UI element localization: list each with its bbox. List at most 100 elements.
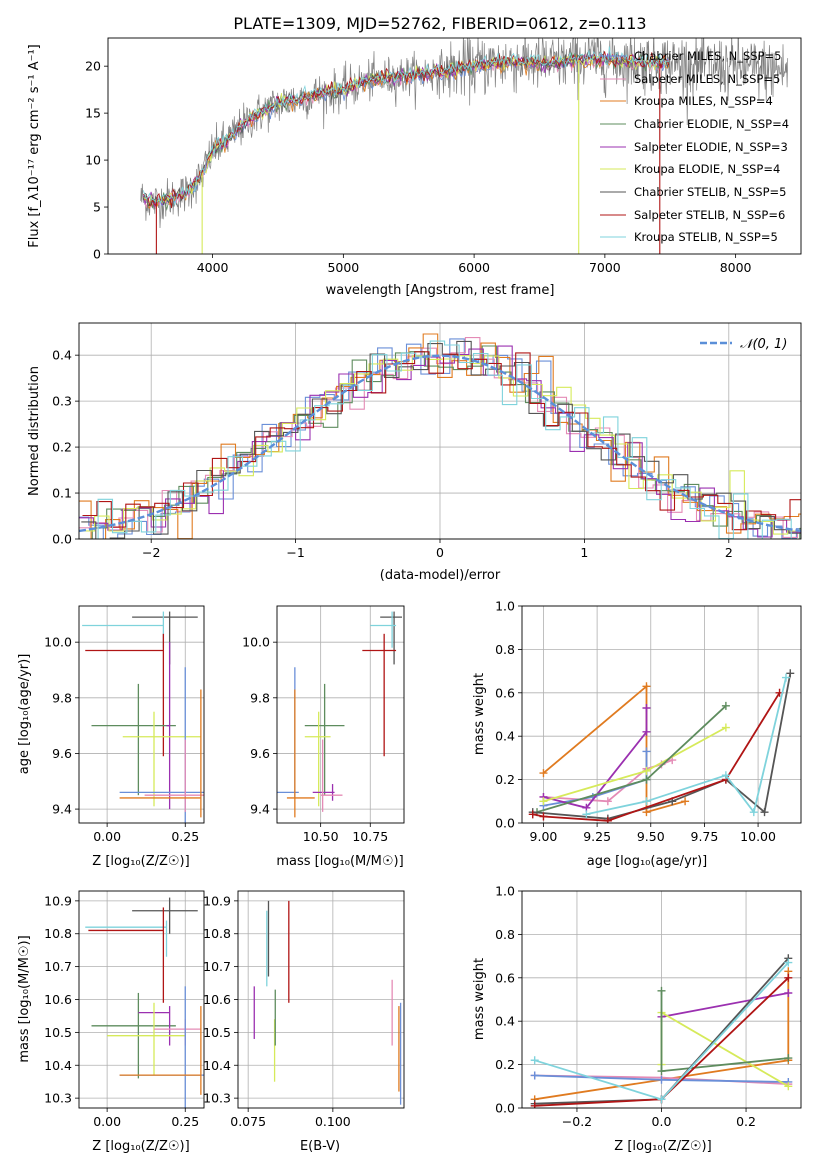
- error-point-chabrier-elodie: [304, 683, 345, 796]
- weight-marker-salpeter-elodie: [642, 703, 651, 712]
- age-vs-z-panel: 0.00 0.25 9.4 9.6 9.8 10.0 Z [log₁₀(Z/Z☉)] ag…: [17, 605, 205, 869]
- weight-marker-chabrier-elodie: [657, 1067, 666, 1076]
- x-tick-label: 0.075: [230, 1114, 266, 1129]
- histogram-series-chabrier-elodie: [79, 345, 801, 539]
- y-tick-label: 9.8: [52, 690, 72, 705]
- weight-marker-salpeter-elodie: [784, 988, 793, 997]
- age-vs-mass-plot-area: 10.50 10.75 9.4 9.6 9.8 10.0: [242, 605, 405, 844]
- error-point-kroupa-stelib: [370, 611, 397, 648]
- weight-marker-chabrier-miles: [530, 1071, 539, 1080]
- x-tick-label: 9.50: [637, 829, 665, 844]
- weight-vs-age-ylabel: mass weight: [472, 673, 487, 755]
- weight-marker-kroupa-elodie: [539, 797, 548, 806]
- histogram-series-kroupa-elodie: [80, 355, 801, 535]
- weight-line-kroupa-miles: [542, 684, 686, 814]
- y-tick-label: 15: [85, 106, 101, 121]
- mass-vs-ebv-xlabel: E(B-V): [300, 1139, 340, 1154]
- x-tick-label: 9.00: [530, 829, 558, 844]
- y-tick-label: 9.8: [250, 690, 270, 705]
- legend-label-chabrier-elodie: Chabrier ELODIE, N_SSP=4: [634, 117, 789, 131]
- axes-frame: [78, 322, 802, 540]
- weight-marker-kroupa-stelib: [530, 1056, 539, 1065]
- y-tick-label: 0.0: [495, 816, 515, 831]
- x-tick-label: −0.2: [562, 1114, 592, 1129]
- error-point-kroupa-miles: [119, 689, 202, 818]
- y-tick-label: 9.6: [250, 746, 270, 761]
- weight-marker-chabrier-elodie: [784, 1054, 793, 1063]
- residual-legend: 𝒩(0, 1): [700, 337, 787, 352]
- model-spectrum-chabrier-stelib: [142, 51, 670, 209]
- weight-marker-kroupa-stelib: [721, 771, 730, 780]
- weight-vs-z-plot-area: −0.2 0.0 0.2 0.0 0.2 0.4 0.6 0.8 1.0: [495, 884, 802, 1129]
- weight-line-chabrier-stelib: [532, 673, 792, 820]
- y-tick-label: 10.6: [44, 992, 72, 1007]
- histogram-series-kroupa-miles: [79, 333, 801, 539]
- y-tick-label: 5: [93, 200, 101, 215]
- axes-frame: [78, 605, 205, 824]
- histogram-series-chabrier-stelib: [81, 340, 801, 539]
- x-tick-label: 1: [580, 545, 588, 560]
- weight-marker-chabrier-miles: [642, 747, 651, 756]
- legend-label-salpeter-miles: Salpeter MILES, N_SSP=5: [634, 72, 780, 86]
- weight-marker-salpeter-stelib: [528, 810, 537, 819]
- y-tick-label: 10.0: [242, 635, 270, 650]
- histogram-series-salpeter-stelib: [82, 351, 801, 531]
- y-tick-label: 0.6: [495, 970, 515, 985]
- weight-marker-salpeter-stelib: [539, 812, 548, 821]
- model-spectrum-kroupa-stelib: [142, 46, 669, 206]
- y-tick-label: 0.4: [495, 729, 515, 744]
- y-tick-label: 10.5: [44, 1025, 72, 1040]
- error-point-chabrier-miles: [119, 986, 204, 1108]
- weight-marker-kroupa-stelib: [657, 1095, 666, 1104]
- mass-vs-z-ylabel: mass [log₁₀(M/M☉)]: [17, 935, 32, 1062]
- y-tick-label: 10.4: [203, 1058, 231, 1073]
- mass-vs-ebv-plot-area: 0.075 0.100 10.3 10.4 10.5 10.6 10.7 10.8 10.9: [203, 890, 405, 1129]
- y-tick-label: 0: [93, 247, 101, 262]
- legend-label-chabrier-stelib: Chabrier STELIB, N_SSP=5: [634, 185, 786, 199]
- error-point-salpeter-elodie: [166, 642, 171, 810]
- y-tick-label: 1.0: [495, 599, 515, 614]
- x-tick-label: 0.100: [315, 1114, 351, 1129]
- y-tick-label: 0.3: [52, 394, 72, 409]
- mass-vs-z-plot-area: 0.00 0.25 10.3 10.4 10.5 10.6 10.7 10.8 10.9: [44, 890, 205, 1129]
- weight-line-chabrier-elodie: [536, 705, 727, 813]
- mass-vs-ebv-panel: 0.075 0.100 10.3 10.4 10.5 10.6 10.7 10.8 10.9 E…: [203, 890, 405, 1154]
- y-tick-label: 0.8: [495, 927, 515, 942]
- weight-marker-salpeter-elodie: [642, 727, 651, 736]
- y-tick-label: 0.2: [495, 1057, 515, 1072]
- y-tick-label: 0.6: [495, 685, 515, 700]
- x-tick-label: 5000: [327, 260, 359, 275]
- x-tick-label: 4000: [197, 260, 229, 275]
- x-tick-label: 2: [725, 545, 733, 560]
- legend-label-chabrier-miles: Chabrier MILES, N_SSP=5: [634, 49, 781, 63]
- weight-line-kroupa-elodie: [660, 1010, 789, 1088]
- x-tick-label: 0.00: [93, 1114, 121, 1129]
- residual-plot-area: −2 −1 0 1 2 0.0 0.1 0.2 0.3 0.4: [52, 322, 802, 560]
- legend-label-normal: 𝒩(0, 1): [740, 337, 787, 352]
- axes-frame: [107, 37, 802, 255]
- weight-marker-kroupa-stelib: [749, 808, 758, 817]
- x-tick-label: 9.75: [691, 829, 719, 844]
- age-vs-z-ylabel: age [log₁₀(age/yr)]: [17, 654, 32, 775]
- error-point-kroupa-stelib: [85, 920, 168, 957]
- legend-label-kroupa-miles: Kroupa MILES, N_SSP=4: [634, 94, 773, 108]
- weight-marker-kroupa-stelib: [582, 810, 591, 819]
- weight-marker-salpeter-miles: [603, 797, 612, 806]
- weight-vs-age-plot-area: 9.00 9.25 9.50 9.75 10.00 0.0 0.2 0.4 0.6 0.8 1.0: [495, 599, 802, 844]
- weight-marker-kroupa-miles: [681, 797, 690, 806]
- weight-marker-chabrier-stelib: [786, 669, 795, 678]
- y-tick-label: 10.3: [44, 1091, 72, 1106]
- residual-ylabel: Normed distribution: [27, 366, 42, 496]
- weight-marker-chabrier-elodie: [721, 701, 730, 710]
- error-point-kroupa-miles: [286, 689, 315, 818]
- residual-xlabel: (data-model)/error: [380, 568, 501, 583]
- x-tick-label: 10.75: [352, 829, 388, 844]
- x-tick-label: 0.25: [171, 829, 199, 844]
- y-tick-label: 0.2: [52, 440, 72, 455]
- legend-label-salpeter-stelib: Salpeter STELIB, N_SSP=6: [634, 208, 785, 222]
- weight-marker-kroupa-elodie: [642, 766, 651, 775]
- y-tick-label: 0.4: [52, 348, 72, 363]
- histogram-series-salpeter-elodie: [79, 345, 801, 538]
- y-tick-label: 0.2: [495, 772, 515, 787]
